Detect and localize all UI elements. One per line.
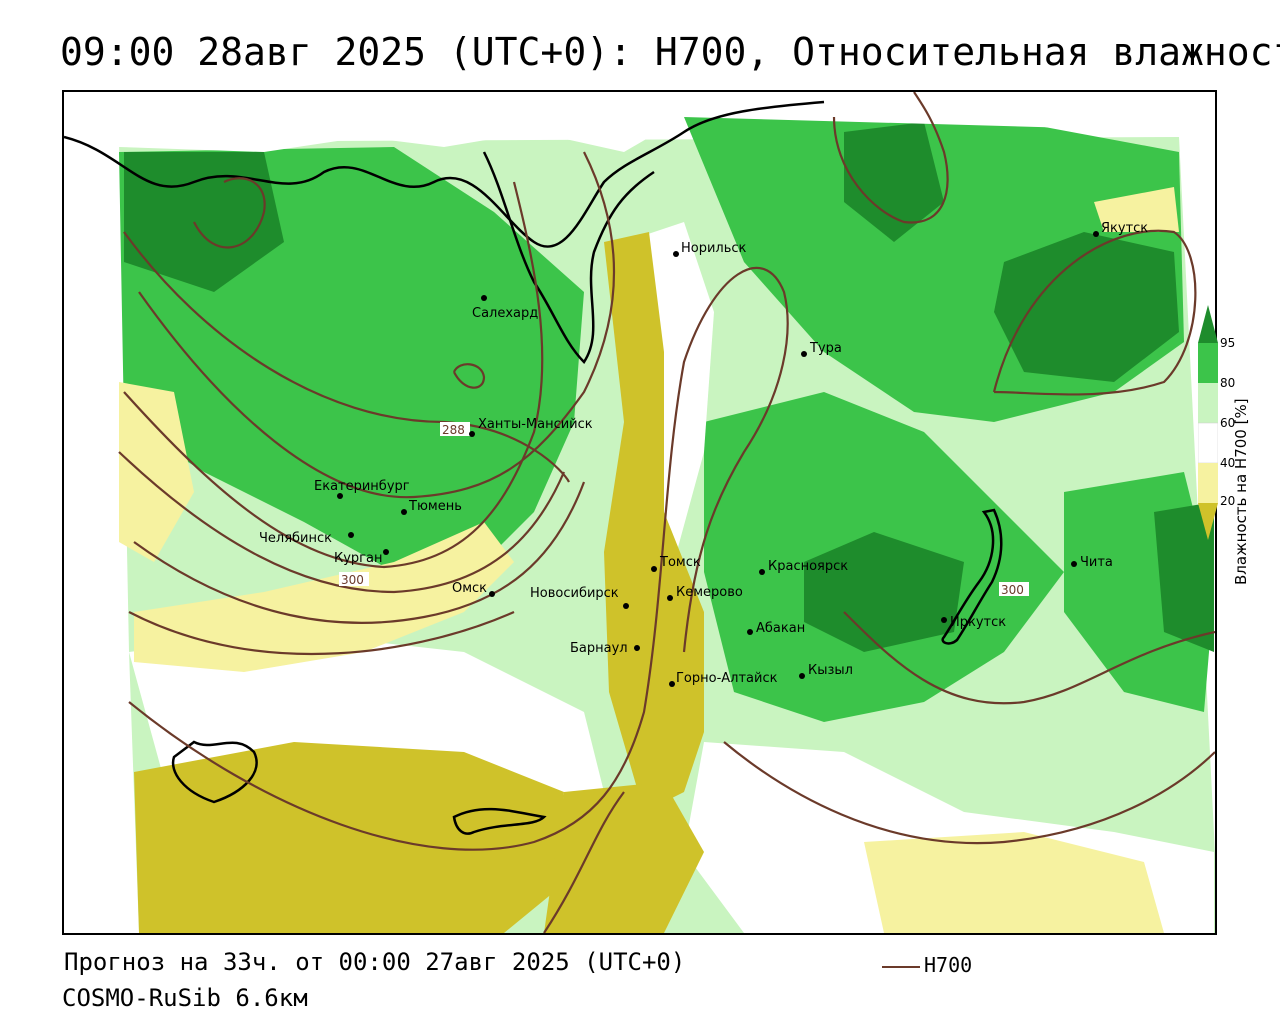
city-marker (623, 603, 629, 609)
colorbar-bin-80 (1198, 343, 1218, 383)
city-marker (759, 569, 765, 575)
city-label: Салехард (472, 306, 538, 321)
city-marker (348, 532, 354, 538)
colorbar-tick-80: 80 (1220, 376, 1235, 390)
colorbar-bottom-arrow (1198, 503, 1218, 540)
forecast-info: Прогноз на 33ч. от 00:00 27авг 2025 (UTC… (64, 948, 685, 976)
contour-legend: H700 (882, 953, 972, 977)
city-marker (941, 617, 947, 623)
city-label: Норильск (681, 241, 747, 256)
city-marker (1093, 231, 1099, 237)
colorbar-bin-20 (1198, 463, 1218, 503)
colorbar-top-arrow (1198, 305, 1218, 343)
city-label: Омск (452, 581, 487, 596)
map-canvas: 288 300 300 Норильск Якутск Салехард Тур… (64, 92, 1215, 933)
city-marker (489, 591, 495, 597)
city-marker (383, 549, 389, 555)
city-label: Ханты-Мансийск (478, 417, 593, 432)
city-marker (669, 681, 675, 687)
city-marker (801, 351, 807, 357)
city-label: Иркутск (950, 615, 1006, 630)
city-label: Челябинск (259, 531, 332, 546)
city-label: Томск (659, 555, 701, 570)
colorbar-title: Влажность на H700 [%] (1232, 398, 1250, 585)
colorbar-tick-95: 95 (1220, 336, 1235, 350)
city-label: Красноярск (768, 559, 848, 574)
city-marker (1071, 561, 1077, 567)
city-label: Кызыл (808, 663, 853, 678)
city-label: Кемерово (676, 585, 743, 600)
city-marker (634, 645, 640, 651)
city-label: Тюмень (408, 499, 462, 514)
city-label: Курган (334, 551, 382, 566)
city-label: Якутск (1101, 221, 1148, 236)
contour-label: 300 (341, 573, 364, 587)
city-marker (651, 566, 657, 572)
contour-legend-label: H700 (924, 953, 972, 977)
map-title: 09:00 28авг 2025 (UTC+0): H700, Относите… (60, 30, 1280, 74)
very-dry-kazakhstan (134, 742, 564, 933)
colorbar-bin-60 (1198, 383, 1218, 423)
city-label: Горно-Алтайск (676, 671, 778, 686)
city-marker (673, 251, 679, 257)
city-label: Чита (1080, 555, 1113, 570)
city-label: Барнаул (570, 641, 628, 656)
city-marker (469, 431, 475, 437)
city-marker (747, 629, 753, 635)
colorbar-bin-40 (1198, 423, 1218, 463)
city-label: Екатеринбург (314, 479, 410, 494)
city-label: Новосибирск (530, 586, 619, 601)
contour-label: 300 (1001, 583, 1024, 597)
city-label: Абакан (756, 621, 805, 636)
city-marker (481, 295, 487, 301)
colorbar (1198, 305, 1218, 540)
city-marker (401, 509, 407, 515)
contour-label: 288 (442, 423, 465, 437)
humidity-map[interactable]: 288 300 300 Норильск Якутск Салехард Тур… (62, 90, 1217, 935)
city-marker (667, 595, 673, 601)
model-name: COSMO-RuSib 6.6км (62, 984, 308, 1012)
contour-legend-swatch (882, 966, 920, 968)
city-marker (799, 673, 805, 679)
city-label: Тура (809, 341, 842, 356)
